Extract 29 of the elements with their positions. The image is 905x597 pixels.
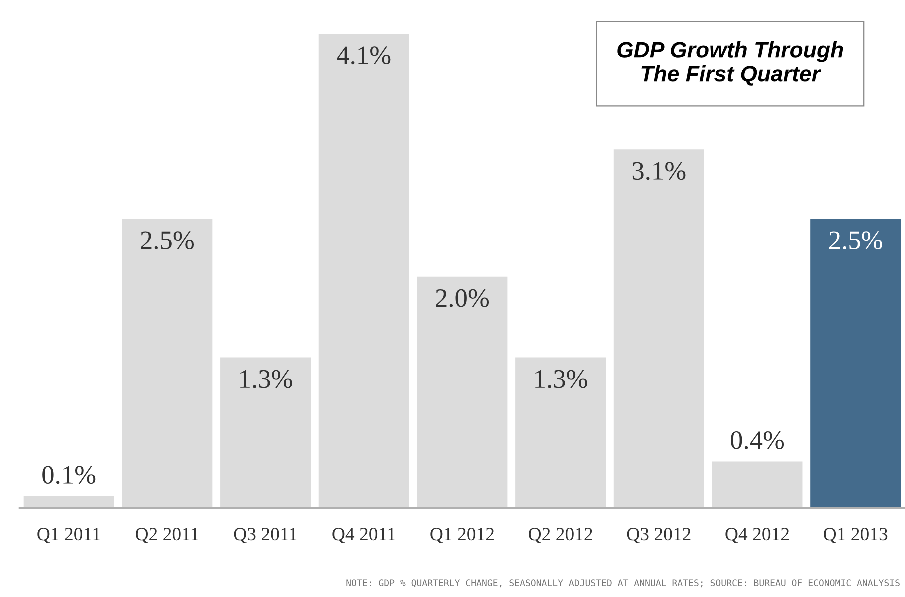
bar xyxy=(516,358,606,508)
x-tick-label: Q1 2011 xyxy=(38,528,100,544)
x-tick-label: Q2 2011 xyxy=(136,528,198,544)
x-tick-label: Q1 2013 xyxy=(824,528,888,544)
text: NOTE: GDP % QUARTERLY CHANGE, SEASONALLY ADJUSTED AT ANNUAL RATES; SOURCE: BUREAU OF ECONOMIC ANALYSIS xyxy=(346,580,900,588)
data-label: 2.0% xyxy=(436,289,490,308)
bar xyxy=(318,34,410,508)
data-label: 4.1% xyxy=(337,46,391,65)
bar xyxy=(122,219,213,508)
bar xyxy=(810,219,902,508)
bar xyxy=(614,150,704,508)
data-label: 2.5% xyxy=(830,232,882,250)
data-label: 0.4% xyxy=(731,432,784,450)
x-tick-label: Q4 2012 xyxy=(726,528,789,544)
x-tick-label: Q3 2012 xyxy=(627,528,691,544)
x-tick-label: Q3 2011 xyxy=(234,528,297,544)
bar xyxy=(712,462,803,508)
x-tick-label: Q4 2011 xyxy=(332,528,396,544)
text: GDP Growth Through The First Quarter xyxy=(618,42,844,86)
data-label: 1.3% xyxy=(240,370,292,388)
bar xyxy=(417,276,508,508)
x-tick-label: Q1 2012 xyxy=(430,528,494,544)
data-label: 0.1% xyxy=(42,466,96,484)
data-label: 3.1% xyxy=(632,162,686,180)
bar xyxy=(24,496,114,508)
data-label: 2.5% xyxy=(141,232,194,250)
bar xyxy=(220,358,312,508)
x-tick-label: Q2 2012 xyxy=(529,528,592,544)
data-label: 1.3% xyxy=(536,370,588,388)
